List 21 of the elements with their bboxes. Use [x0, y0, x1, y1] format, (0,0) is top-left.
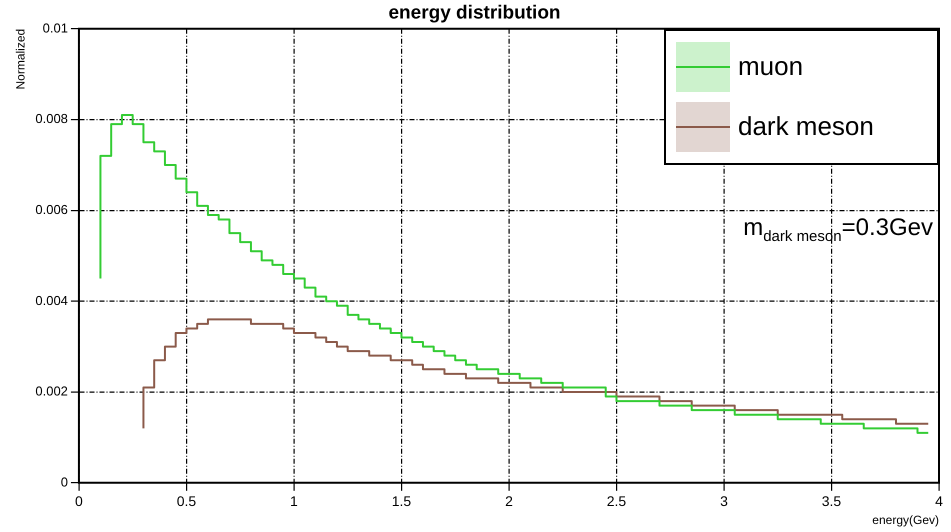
x-axis-title: energy(Gev) — [872, 513, 939, 528]
x-tick-label: 1 — [290, 493, 298, 510]
x-tick-label: 2.5 — [606, 493, 626, 510]
legend-label: dark meson — [738, 111, 874, 142]
x-tick-label: 3.5 — [822, 493, 842, 510]
x-tick-label: 2 — [505, 493, 514, 510]
y-tick-label: 0.008 — [35, 111, 68, 126]
x-tick-label: 0.5 — [176, 493, 196, 510]
annotation: m$_{dark meson}$=0.3Gev — [743, 214, 933, 245]
y-tick-label: 0.01 — [42, 20, 68, 36]
x-tick-label: 1.5 — [392, 493, 412, 510]
legend-label: muon — [738, 51, 804, 82]
y-tick-label: 0.002 — [35, 384, 68, 399]
y-tick-label: 0 — [60, 474, 68, 490]
y-tick-label: 0.004 — [35, 292, 68, 308]
x-tick-label: 4 — [935, 493, 944, 510]
chart-title: energy distribution — [388, 2, 561, 24]
y-axis-title: Normalized — [14, 28, 28, 90]
x-tick-label: 0 — [75, 493, 84, 510]
y-tick-label: 0.006 — [35, 202, 68, 217]
x-tick-label: 3 — [720, 493, 728, 510]
